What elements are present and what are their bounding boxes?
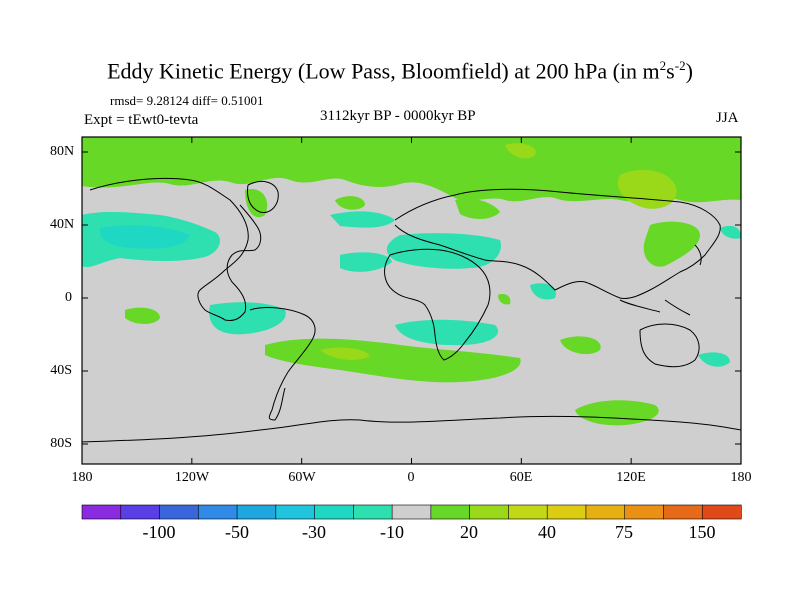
x-tick-label: 180 (71, 470, 93, 485)
coast-indonesia (619, 299, 691, 316)
anomaly-npacific-neg-core (99, 225, 190, 249)
x-tick-label: 180 (730, 470, 752, 485)
colorbar-label: 75 (615, 522, 633, 542)
coast-south-america (249, 307, 316, 421)
stats-label: rmsd= 9.28124 diff= 0.51001 (110, 93, 264, 108)
colorbar-swatch (508, 504, 548, 520)
x-tick-label: 60E (509, 470, 533, 485)
y-tick-label: 40N (50, 217, 75, 232)
y-tick-label: 40S (50, 363, 72, 378)
anomaly-sahara-neg (340, 252, 392, 272)
colorbar-swatch (624, 504, 665, 520)
anomaly-aus-neg (698, 352, 730, 367)
colorbar-label: 150 (688, 522, 716, 542)
colorbar-swatch (81, 504, 122, 520)
anomaly-wpacific-neg (720, 225, 741, 239)
anomaly-atlantic-neg (330, 211, 395, 228)
y-tick-label: 80N (50, 144, 75, 159)
y-tick-label: 80S (50, 436, 72, 451)
anomaly-india-neg (530, 283, 556, 300)
colorbar-swatch (353, 504, 393, 520)
anomaly-southern-pos-core (320, 347, 370, 360)
anomaly-eqpacific-pos (125, 307, 160, 324)
anomaly-europe-pos (335, 196, 365, 210)
anomaly-arctic-peak (505, 143, 536, 159)
colorbar-swatch (314, 504, 354, 520)
colorbar-swatch (391, 504, 432, 520)
anomaly-siberia-peak (617, 169, 677, 209)
x-tick-label: 120E (616, 470, 646, 485)
colorbar-swatch (197, 504, 238, 520)
coast-north-america (89, 177, 262, 321)
coast-africa (384, 248, 491, 361)
season-label: JJA (716, 110, 739, 126)
colorbar-label: -50 (225, 522, 249, 542)
anomaly-arctic-band (82, 137, 741, 203)
anomaly-eafrica-pos (498, 294, 511, 305)
anomaly-spacific-neg (209, 302, 286, 335)
colorbar-swatch (546, 504, 587, 520)
colorbar-swatch (469, 504, 510, 520)
experiment-label: Expt = tEwt0-tevta (84, 112, 199, 128)
colorbar-label: -30 (302, 522, 326, 542)
colorbar-swatch (236, 504, 277, 520)
colorbar-label: 40 (538, 522, 556, 542)
anomaly-sindian-pos (560, 336, 601, 355)
coast-japan (694, 244, 702, 266)
colorbar-swatch (701, 504, 742, 520)
colorbar-swatch (663, 504, 703, 520)
coast-eurasia (394, 188, 721, 299)
colorbar-swatch (159, 504, 199, 520)
colorbar-label: -10 (380, 522, 404, 542)
colorbar-swatch (120, 504, 161, 520)
anomaly-greenland (245, 189, 268, 218)
period-label: 3112kyr BP - 0000kyr BP (320, 108, 476, 124)
coast-australia (639, 323, 700, 368)
colorbar-swatch (585, 504, 626, 520)
anomaly-npacific-pos (643, 221, 700, 267)
y-tick-label: 0 (65, 290, 72, 305)
colorbar-swatch (430, 504, 471, 520)
coast-antarctica (81, 415, 742, 443)
anomaly-eurasia-blob (455, 198, 500, 219)
colorbar-swatch (275, 504, 316, 520)
colorbar-label: -100 (142, 522, 176, 542)
coast-greenland (247, 181, 279, 214)
x-tick-label: 0 (407, 470, 415, 485)
anomaly-satlantic-neg (395, 319, 499, 346)
x-tick-label: 120W (174, 470, 210, 485)
chart-title: Eddy Kinetic Energy (Low Pass, Bloomfiel… (107, 58, 693, 84)
x-tick-label: 60W (288, 470, 316, 485)
colorbar-label: 20 (460, 522, 478, 542)
